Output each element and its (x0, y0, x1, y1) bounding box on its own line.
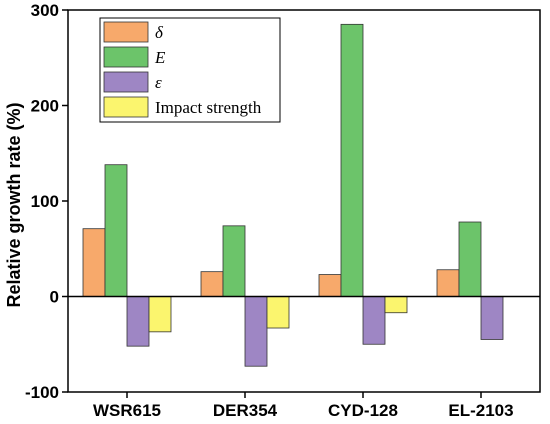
legend-label: ε (155, 73, 162, 92)
bar-wsr615-series-4 (148, 296, 172, 333)
legend-swatch (103, 96, 149, 118)
y-tick-label: 300 (31, 1, 59, 20)
x-tick-label: EL-2103 (448, 401, 513, 420)
legend-label: E (154, 48, 166, 67)
y-tick-label: 0 (50, 288, 59, 307)
bar-der354-series-3 (244, 296, 268, 367)
legend: δEε Impact strength (99, 17, 281, 123)
x-tick-label: CYD-128 (328, 401, 398, 420)
bar-der354-series-2 (222, 225, 246, 297)
legend-label: Impact strength (155, 98, 262, 117)
y-tick-label: 100 (31, 192, 59, 211)
y-axis-ticks: -100 0 100 200 300 (25, 1, 68, 402)
bar-wsr615-series-1 (82, 228, 106, 297)
bar-der354-series-1 (200, 271, 224, 297)
y-tick-label: 200 (31, 97, 59, 116)
bar-cyd-128-series-3 (362, 296, 386, 345)
legend-label: δ (155, 23, 164, 42)
y-axis-title: Relative growth rate (%) (4, 102, 24, 307)
bar-el-2103-series-1 (436, 269, 460, 297)
bar-wsr615-series-2 (104, 164, 128, 297)
legend-swatch (103, 46, 149, 68)
x-tick-label: DER354 (213, 401, 278, 420)
legend-swatch (103, 71, 149, 93)
x-tick-label: WSR615 (93, 401, 161, 420)
legend-swatch (103, 21, 149, 43)
bar-cyd-128-series-4 (384, 296, 408, 314)
bar-el-2103-series-3 (480, 296, 504, 340)
bar-wsr615-series-3 (126, 296, 150, 347)
y-tick-label: -100 (25, 383, 59, 402)
bar-el-2103-series-2 (458, 221, 482, 297)
bar-der354-series-4 (266, 296, 290, 329)
x-axis-ticks: WSR615 DER354 CYD-128 EL-2103 (93, 392, 514, 420)
bar-cyd-128-series-2 (340, 23, 364, 297)
bar-cyd-128-series-1 (318, 274, 342, 297)
bars-layer (82, 23, 504, 367)
